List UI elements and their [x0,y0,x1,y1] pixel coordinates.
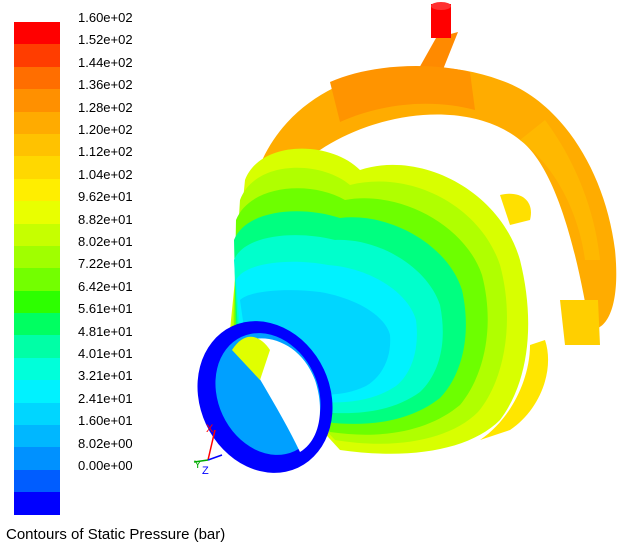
legend-value-label: 8.02e+01 [78,234,133,249]
legend-swatch [14,133,60,157]
legend-swatch [14,380,60,403]
legend-value-label: 7.22e+01 [78,256,133,272]
legend-swatch [14,66,60,90]
color-legend-bar [14,22,60,515]
legend-swatch [14,402,60,426]
plot-caption: Contours of Static Pressure (bar) [6,526,226,543]
legend-swatch [14,111,60,134]
legend-value-label: 4.01e+01 [78,346,133,361]
legend-swatch [14,290,60,314]
legend-swatch [14,469,60,493]
legend-swatch [14,425,60,448]
inlet-pipe [418,2,458,72]
legend-swatch [14,22,60,45]
legend-swatch [14,268,60,291]
legend-swatch [14,156,60,179]
legend-value-label: 1.04e+02 [78,166,133,182]
legend-value-label: 8.82e+01 [78,211,133,227]
legend-value-label: 4.81e+01 [78,323,133,339]
legend-value-label: 3.21e+01 [78,368,133,384]
legend-value-label: 1.12e+02 [78,144,133,160]
legend-value-label: 5.61e+01 [78,301,133,317]
outer-ring [260,66,617,440]
legend-value-label: 1.60e+02 [78,10,133,25]
legend-value-label: 6.42e+01 [78,278,133,294]
axis-x-label: X [206,423,214,435]
legend-swatch [14,44,60,67]
legend-value-label: 1.20e+02 [78,122,133,137]
legend-value-label: 1.44e+02 [78,54,133,70]
legend-value-label: 9.62e+01 [78,189,133,205]
legend-value-label: 1.36e+02 [78,77,133,93]
legend-swatch [14,89,60,112]
legend-swatch [14,313,60,336]
legend-value-label: 8.02e+00 [78,435,133,451]
legend-swatch [14,178,60,202]
legend-value-label: 1.52e+02 [78,32,133,48]
legend-value-label: 0.00e+00 [78,458,133,473]
legend-swatch [14,245,60,269]
axis-z-label: Z [202,465,209,477]
legend-swatch [14,223,60,246]
axis-triad: X Y Z [193,423,223,477]
outlet-eye-ring [197,321,333,473]
legend-value-label: 1.28e+02 [78,99,133,115]
axis-y-label: Y [194,459,202,471]
legend-swatch [14,447,60,470]
legend-swatch [14,335,60,358]
legend-swatch [14,201,60,224]
legend-swatch [14,492,60,515]
legend-value-label: 1.60e+01 [78,413,133,429]
legend-swatch [14,357,60,381]
legend-value-label: 2.41e+01 [78,390,133,406]
